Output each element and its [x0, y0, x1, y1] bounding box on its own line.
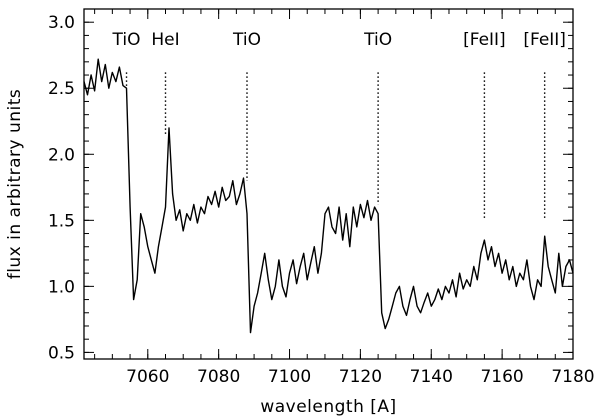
axis-ticks: [84, 8, 574, 359]
spectrum-line: [83, 58, 574, 334]
y-axis-title: flux in arbitrary units: [5, 89, 25, 280]
line-label: HeI: [151, 30, 179, 50]
y-tick-label: 3.0: [48, 13, 75, 33]
plot-area-frame: [83, 8, 574, 360]
y-tick-labels: 0.5 1.0 1.5 2.0 2.5 3.0: [48, 13, 75, 363]
line-label: TiO: [363, 30, 392, 50]
y-tick-label: 1.5: [48, 211, 75, 231]
line-annotations: TiO HeI TiO TiO [FeII] [FeII]: [112, 30, 566, 221]
x-tick-label: 7180: [551, 367, 594, 387]
y-tick-label: 2.0: [48, 145, 75, 165]
x-tick-label: 7080: [197, 367, 240, 387]
x-tick-label: 7060: [126, 367, 169, 387]
x-tick-label: 7140: [410, 367, 453, 387]
x-axis-title: wavelength [A]: [260, 397, 396, 417]
x-tick-label: 7160: [480, 367, 523, 387]
y-tick-label: 1.0: [48, 277, 75, 297]
x-tick-label: 7100: [268, 367, 311, 387]
line-label: [FeII]: [523, 30, 566, 50]
line-label: TiO: [112, 30, 141, 50]
y-tick-label: 0.5: [48, 343, 75, 363]
x-tick-labels: 7060 7080 7100 7120 7140 7160 7180: [126, 367, 594, 387]
line-label: [FeII]: [463, 30, 506, 50]
line-label: TiO: [232, 30, 261, 50]
y-tick-label: 2.5: [48, 79, 75, 99]
x-tick-label: 7120: [339, 367, 382, 387]
